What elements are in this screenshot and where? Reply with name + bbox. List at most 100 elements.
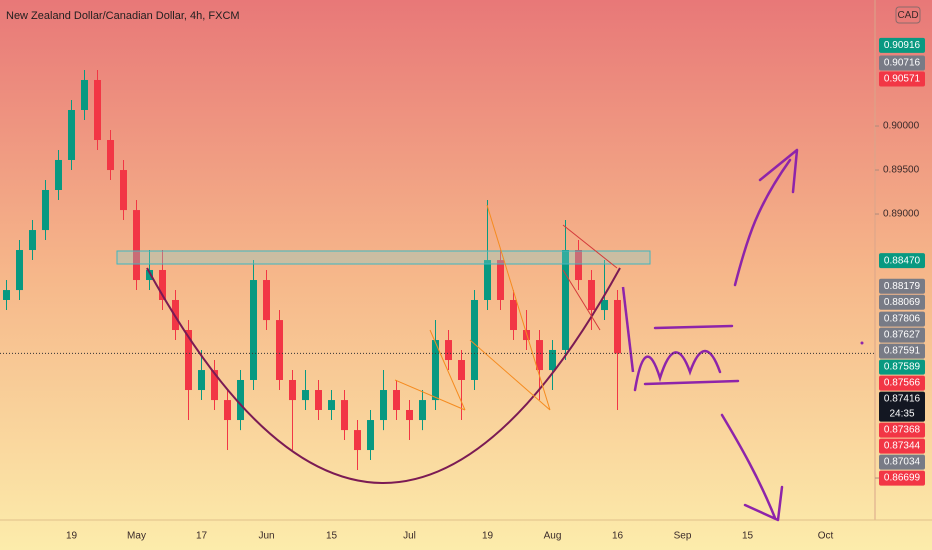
candle-body <box>107 140 114 171</box>
price-badge-label: 0.88069 <box>884 297 921 308</box>
price-badge <box>879 454 925 470</box>
candle-body <box>198 370 205 391</box>
candle-body <box>445 340 452 361</box>
price-badge <box>879 438 925 454</box>
price-badge-label: 0.87566 <box>884 378 921 389</box>
price-badge-label: 0.87589 <box>884 362 921 373</box>
price-badge <box>879 253 925 269</box>
candle-body <box>549 349 556 371</box>
price-badge-label: 0.88470 <box>884 255 921 266</box>
candle-body <box>94 79 101 141</box>
candle-body <box>55 159 62 190</box>
price-badge <box>879 37 925 53</box>
price-badge-label: 0.87344 <box>884 441 921 452</box>
candle-body <box>81 79 88 111</box>
resistance-zone <box>116 250 651 265</box>
pen-zigzag <box>633 350 722 392</box>
price-badge-label: 0.88179 <box>884 281 921 292</box>
x-tick-label: Oct <box>818 531 834 542</box>
candle-body <box>146 269 153 281</box>
candle-body <box>315 390 322 410</box>
price-badge <box>879 311 925 327</box>
candle-body <box>16 250 23 291</box>
candle-body <box>68 110 75 160</box>
x-tick-label: 15 <box>326 531 338 542</box>
pen-arrow-up <box>733 148 799 287</box>
price-badge <box>879 55 925 71</box>
candle-body <box>341 400 348 431</box>
pen-arrow-down <box>720 413 784 522</box>
candle-body <box>432 340 439 401</box>
candle-body <box>302 390 309 401</box>
triangle-lines <box>394 204 551 411</box>
x-tick-label: Sep <box>674 531 692 542</box>
price-badge-label: 0.86699 <box>884 473 921 484</box>
candle-body <box>42 189 49 231</box>
candle-body <box>328 400 335 410</box>
price-badge-label: 0.90716 <box>884 58 921 69</box>
pen-box <box>643 324 740 386</box>
price-badge-label: 0.87034 <box>884 457 921 468</box>
currency-label[interactable]: CAD <box>897 10 918 21</box>
candle-body <box>120 170 127 211</box>
price-badge <box>879 391 925 422</box>
price-badge <box>879 359 925 375</box>
candle-body <box>159 269 166 300</box>
price-badge-label: 0.90916 <box>884 40 921 51</box>
x-tick-label: 19 <box>66 531 78 542</box>
candle-body <box>354 430 361 451</box>
price-badge <box>879 278 925 294</box>
countdown-label: 24:35 <box>889 409 914 420</box>
price-badge <box>879 375 925 391</box>
candle-body <box>367 420 374 451</box>
pen-line <box>621 286 635 373</box>
candle-body <box>601 299 608 311</box>
candle-body <box>406 409 413 421</box>
price-badge <box>879 470 925 486</box>
candle-body <box>211 370 218 401</box>
candle-body <box>276 320 283 380</box>
chart-title: New Zealand Dollar/Canadian Dollar, 4h, … <box>6 10 240 22</box>
candle-body <box>250 280 257 380</box>
currency-button[interactable] <box>895 6 921 24</box>
price-badge-label: 0.87627 <box>884 330 921 341</box>
price-badge <box>879 327 925 343</box>
x-tick-label: 17 <box>196 531 208 542</box>
candle-body <box>510 299 517 331</box>
candle-body <box>575 250 582 281</box>
candle-body <box>393 390 400 410</box>
y-tick-label: 0.90000 <box>883 121 920 132</box>
price-badge-label: 0.87416 <box>884 394 921 405</box>
pen-dot <box>860 341 864 345</box>
candle-body <box>133 210 140 281</box>
price-badge <box>879 422 925 438</box>
candle-body <box>380 390 387 421</box>
price-badge-label: 0.87368 <box>884 425 921 436</box>
candle-body <box>263 280 270 321</box>
candle-body <box>185 330 192 391</box>
x-tick-label: 19 <box>482 531 494 542</box>
candle-body <box>471 299 478 380</box>
candle-body <box>3 290 10 300</box>
candle-body <box>562 250 569 350</box>
candle-body <box>458 360 465 380</box>
x-tick-label: 15 <box>742 531 754 542</box>
drawings <box>116 148 864 522</box>
price-badge-label: 0.87591 <box>884 346 921 357</box>
candle-body <box>536 340 543 371</box>
candle-body <box>224 400 231 421</box>
x-tick-label: Jul <box>403 531 416 542</box>
candle-body <box>419 400 426 421</box>
candle-body <box>497 260 504 300</box>
y-tick-label: 0.89500 <box>883 165 920 176</box>
candle-body <box>484 260 491 300</box>
x-tick-label: May <box>127 531 146 542</box>
x-tick-label: Aug <box>544 531 562 542</box>
candle-body <box>29 230 36 251</box>
y-tick-label: 0.89000 <box>883 209 920 220</box>
x-tick-label: Jun <box>258 531 274 542</box>
x-tick-label: 16 <box>612 531 624 542</box>
